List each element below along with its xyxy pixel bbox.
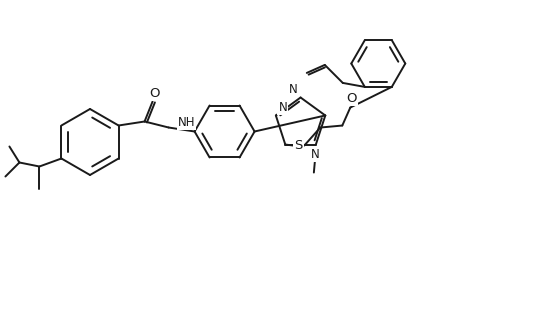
Text: NH: NH xyxy=(177,116,195,129)
Text: N: N xyxy=(311,148,319,161)
Text: S: S xyxy=(294,139,302,152)
Text: O: O xyxy=(149,87,160,100)
Text: N: N xyxy=(278,101,287,114)
Text: N: N xyxy=(289,83,298,96)
Text: O: O xyxy=(346,92,357,105)
